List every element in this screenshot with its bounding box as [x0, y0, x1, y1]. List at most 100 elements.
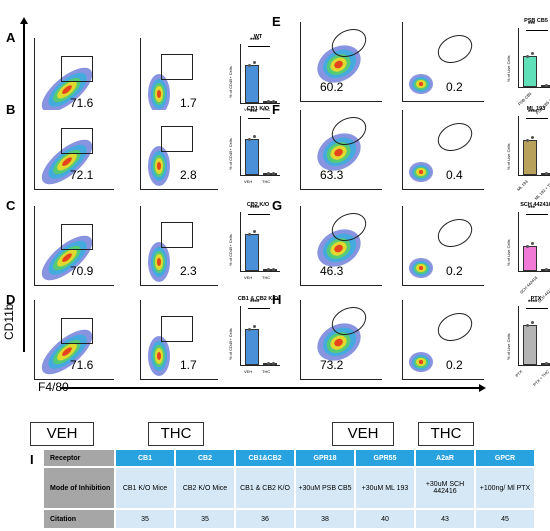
table-cell: CB2 — [176, 450, 234, 466]
gate-rect — [61, 224, 93, 250]
bar-thc — [263, 269, 277, 271]
panel-letter-g: G — [272, 198, 283, 213]
gate-oval — [433, 29, 477, 69]
flow-plot-thc — [140, 110, 218, 190]
gate-rect — [161, 222, 193, 248]
flow-plot-thc — [140, 206, 218, 286]
sig-stars: *** — [528, 206, 536, 212]
table-cell: +30uM PSB CB5 — [296, 468, 354, 508]
panel-letter-e: E — [272, 14, 281, 29]
gate-rect — [61, 318, 93, 344]
bar-xlabel-1: VEH — [244, 275, 253, 280]
flow-plot-thc — [402, 300, 484, 380]
veh-percent: 71.6 — [70, 96, 94, 110]
bar-thc — [263, 173, 277, 175]
bar-ylabel: % of CD45+ Cells — [228, 66, 233, 98]
data-point — [272, 100, 275, 103]
density-cloud — [418, 266, 424, 270]
table-cell: GPR18 — [296, 450, 354, 466]
table-cell: CB1 — [116, 450, 174, 466]
table-cell: +30uM SCH 442416 — [416, 468, 474, 508]
row-head-mode: Mode of Inhibition — [44, 468, 114, 508]
table-cell: 35 — [176, 510, 234, 528]
gate-rect — [61, 56, 93, 82]
bar-xlabel-1: VEH — [244, 179, 253, 184]
sig-stars: **** — [250, 38, 260, 44]
veh-percent: 70.9 — [70, 264, 94, 278]
table-cell: +30uM ML 193 — [356, 468, 414, 508]
sig-bracket — [248, 308, 270, 309]
table-cell: A2aR — [416, 450, 474, 466]
data-point — [526, 55, 529, 58]
panel-letter-d: D — [6, 292, 16, 307]
data-point — [531, 242, 534, 245]
data-point — [531, 321, 534, 324]
bar-veh — [523, 246, 537, 271]
bar-xlabel-1: SCH 442416 — [518, 275, 539, 295]
flow-plot-veh — [300, 110, 382, 190]
legend-thc-right: THC — [418, 422, 474, 446]
flow-plot-thc — [140, 300, 218, 380]
veh-percent: 72.1 — [70, 168, 94, 182]
bar-title: CB1 K/O — [246, 106, 270, 112]
gate-rect — [161, 126, 193, 152]
table-cell: 43 — [416, 510, 474, 528]
data-point — [545, 172, 548, 175]
bar-ylabel: % of Live Cells — [506, 143, 511, 170]
data-point — [253, 230, 256, 233]
density-cloud — [418, 360, 424, 364]
data-point — [545, 362, 548, 365]
data-point — [267, 268, 270, 271]
bar-veh — [523, 325, 537, 365]
bar-title: CB2 K/O — [246, 202, 270, 208]
table-row-citation: Citation 35 35 36 38 40 43 45 — [44, 510, 534, 528]
veh-percent: 46.3 — [320, 264, 344, 278]
flow-plot-veh — [34, 206, 114, 286]
panel-letter-b: B — [6, 102, 16, 117]
flow-plot-veh — [34, 110, 114, 190]
data-point — [267, 100, 270, 103]
y-axis-label: CD11b — [2, 303, 16, 340]
density-cloud — [418, 170, 424, 174]
cd11b-axis-arrow — [20, 17, 28, 352]
thc-percent: 0.2 — [446, 358, 463, 372]
data-point — [253, 325, 256, 328]
sig-stars: *** — [528, 22, 536, 28]
table-cell: 35 — [116, 510, 174, 528]
bar-title: PSB CB5 — [524, 18, 548, 24]
bar-xlabel-2: THC — [262, 107, 271, 112]
panel-letter-c: C — [6, 198, 16, 213]
gate-oval — [433, 117, 477, 157]
bar-chart — [518, 116, 550, 176]
data-point — [248, 233, 251, 236]
data-point — [531, 136, 534, 139]
density-cloud — [156, 90, 162, 98]
flow-plot-thc — [402, 22, 484, 102]
table-cell: +100ng/ Ml PTX — [476, 468, 534, 508]
bar-title: SCH 442416 — [520, 202, 550, 208]
table-row-receptor: Receptor CB1 CB2 CB1&CB2 GPR18 GPR55 A2a… — [44, 450, 534, 466]
gate-rect — [161, 54, 193, 80]
veh-percent: 60.2 — [320, 80, 344, 94]
gate-oval — [433, 213, 477, 253]
table-cell: CB1 K/O Mice — [116, 468, 174, 508]
bar-chart — [240, 44, 280, 104]
panel-letter-i: I — [30, 452, 34, 467]
bar-ylabel: % of Live Cells — [506, 333, 511, 360]
bar-xlabel-2: PTX + THC — [532, 369, 550, 388]
flow-plot-thc — [402, 206, 484, 286]
data-point — [272, 172, 275, 175]
table-cell: CB2 K/O Mice — [176, 468, 234, 508]
density-cloud — [156, 258, 162, 266]
row-head-citation: Citation — [44, 510, 114, 528]
bar-ylabel: % of Live Cells — [506, 239, 511, 266]
gate-oval — [433, 307, 477, 347]
flow-plot-veh — [300, 22, 382, 102]
bar-veh — [245, 65, 259, 103]
sig-bracket — [248, 214, 270, 215]
bar-xlabel-2: THC — [262, 179, 271, 184]
sig-bracket — [526, 30, 548, 31]
row-head-receptor: Receptor — [44, 450, 114, 466]
sig-stars: **** — [528, 300, 538, 306]
flow-plot-veh — [34, 300, 114, 380]
